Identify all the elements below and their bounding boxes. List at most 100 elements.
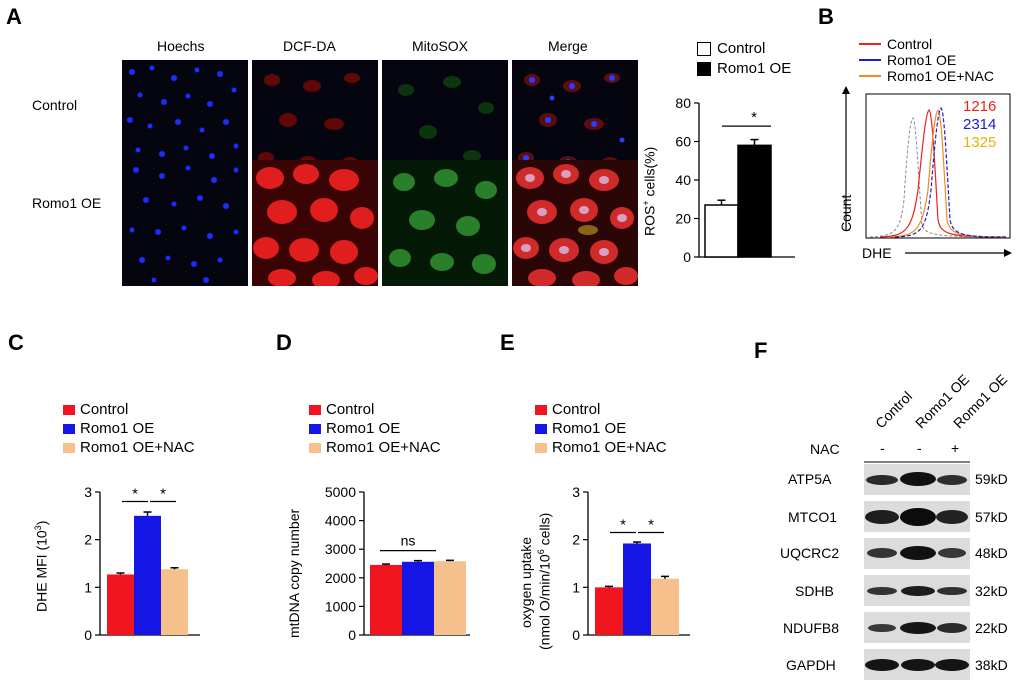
legend-label-control-d: Control bbox=[326, 401, 375, 418]
b-value-romo1: 2314 bbox=[963, 116, 997, 133]
f-protein-ndufb8: NDUFB8 bbox=[783, 620, 840, 636]
D-ytick-label-1: 1000 bbox=[325, 598, 356, 614]
f-nac-label: NAC bbox=[810, 441, 840, 457]
col-label-mitosox: MitoSOX bbox=[412, 38, 469, 54]
D-ytick-label-4: 4000 bbox=[325, 513, 356, 529]
legend-label-nac-c: Romo1 OE+NAC bbox=[80, 439, 195, 456]
E-sig-label-1: * bbox=[620, 517, 626, 534]
micro-merge-romo1 bbox=[512, 160, 638, 286]
panel-label-e: E bbox=[500, 330, 515, 355]
E-ytick-label-3: 3 bbox=[572, 484, 580, 500]
legend-label-romo1-e: Romo1 OE bbox=[552, 420, 627, 437]
C-bar-1 bbox=[134, 515, 161, 635]
A_chart-bar-0 bbox=[704, 204, 739, 258]
panel-label-c: C bbox=[8, 330, 24, 355]
legend-label-control-c: Control bbox=[80, 401, 129, 418]
panel-label-a: A bbox=[6, 4, 22, 29]
legend-label-control-b: Control bbox=[887, 36, 933, 52]
blot-atp5a bbox=[864, 464, 970, 495]
b-value-nac: 1325 bbox=[963, 134, 997, 151]
f-size-48: 48kD bbox=[975, 545, 1008, 561]
E-bar-2 bbox=[651, 578, 679, 635]
legend-label-control-a: Control bbox=[717, 40, 766, 57]
blot-uqcrc2 bbox=[864, 538, 970, 569]
C-ytick-label-1: 1 bbox=[84, 579, 92, 595]
C-bar-2 bbox=[161, 569, 188, 635]
f-size-57: 57kD bbox=[975, 509, 1008, 525]
row-label-control: Control bbox=[32, 97, 78, 113]
f-size-32: 32kD bbox=[975, 583, 1008, 599]
A_chart-sig-label: * bbox=[751, 109, 757, 126]
C-ytick-label-3: 3 bbox=[84, 484, 92, 500]
C-ytick-label-2: 2 bbox=[84, 532, 92, 548]
blot-mtco1 bbox=[864, 501, 970, 532]
A_chart-ytick-label-4: 80 bbox=[675, 95, 691, 111]
b-curve-romo1 bbox=[894, 107, 1007, 238]
legend-swatch-control-e bbox=[535, 405, 547, 415]
f-size-38: 38kD bbox=[975, 657, 1008, 673]
col-label-dcfda: DCF-DA bbox=[283, 38, 336, 54]
col-label-hoechs: Hoechs bbox=[157, 38, 205, 54]
col-label-merge: Merge bbox=[548, 38, 588, 54]
blot-ndufb8 bbox=[864, 612, 970, 643]
b-curve-isotype bbox=[869, 117, 1007, 238]
A_chart-ytick-label-1: 20 bbox=[675, 211, 691, 227]
b-curve-nac bbox=[889, 109, 1007, 238]
D-ytick-label-3: 3000 bbox=[325, 541, 356, 557]
b-xlabel: DHE bbox=[862, 245, 892, 261]
D-ytick-label-2: 2000 bbox=[325, 570, 356, 586]
panel-label-b: B bbox=[818, 4, 834, 29]
C-sig-label-2: * bbox=[160, 486, 166, 503]
f-protein-atp5a: ATP5A bbox=[788, 471, 832, 487]
legend-swatch-nac-c bbox=[63, 443, 75, 453]
legend-swatch-control-c bbox=[63, 405, 75, 415]
micro-mitosox-romo1 bbox=[382, 160, 508, 286]
E-bar-0 bbox=[595, 587, 623, 635]
legend-label-nac-e: Romo1 OE+NAC bbox=[552, 439, 667, 456]
f-nac-sign-2: - bbox=[917, 440, 922, 456]
legend-label-control-e: Control bbox=[552, 401, 601, 418]
micro-hoechs-romo1 bbox=[122, 160, 248, 286]
f-protein-uqcrc2: UQCRC2 bbox=[780, 545, 840, 561]
legend-swatch-romo1-e bbox=[535, 424, 547, 434]
b-value-control: 1216 bbox=[963, 98, 997, 115]
legend-swatch-romo1-d bbox=[309, 424, 321, 434]
D-sig-label: ns bbox=[401, 533, 416, 549]
f-protein-sdhb: SDHB bbox=[795, 583, 834, 599]
C-sig-label-1: * bbox=[132, 486, 138, 503]
blot-sdhb bbox=[864, 575, 970, 606]
E-ytick-label-2: 2 bbox=[572, 532, 580, 548]
legend-swatch-control-d bbox=[309, 405, 321, 415]
f-size-59: 59kD bbox=[975, 471, 1008, 487]
C-bar-0 bbox=[107, 574, 134, 635]
D-ytick-label-5: 5000 bbox=[325, 484, 356, 500]
micro-dcfda-romo1 bbox=[252, 160, 378, 286]
A_chart-ytick-label-3: 60 bbox=[675, 134, 691, 150]
A_chart-ytick-label-2: 40 bbox=[675, 172, 691, 188]
blot-gapdh bbox=[864, 649, 970, 680]
E-ytick-label-0: 0 bbox=[572, 627, 580, 643]
legend-swatch-romo1-c bbox=[63, 424, 75, 434]
f-size-22: 22kD bbox=[975, 620, 1008, 636]
b-plot-frame bbox=[865, 93, 1011, 239]
D-ytick-label-0: 0 bbox=[348, 627, 356, 643]
D-bar-2 bbox=[434, 561, 466, 635]
E-ytick-label-1: 1 bbox=[572, 579, 580, 595]
legend-swatch-control-a bbox=[697, 42, 711, 56]
D-bar-0 bbox=[370, 564, 402, 635]
D-bar-1 bbox=[402, 561, 434, 635]
legend-label-nac-b: Romo1 OE+NAC bbox=[887, 68, 994, 84]
E-bar-1 bbox=[623, 543, 651, 635]
legend-swatch-romo1-a bbox=[697, 62, 711, 76]
legend-label-romo1-c: Romo1 OE bbox=[80, 420, 155, 437]
A_chart-ytick-label-0: 0 bbox=[683, 249, 691, 265]
legend-swatch-nac-e bbox=[535, 443, 547, 453]
panel-label-d: D bbox=[276, 330, 292, 355]
legend-label-romo1-b: Romo1 OE bbox=[887, 52, 957, 68]
f-protein-mtco1: MTCO1 bbox=[788, 509, 837, 525]
legend-label-romo1-a: Romo1 OE bbox=[717, 60, 792, 77]
f-protein-gapdh: GAPDH bbox=[786, 657, 836, 673]
f-nac-sign-3: + bbox=[951, 440, 960, 456]
